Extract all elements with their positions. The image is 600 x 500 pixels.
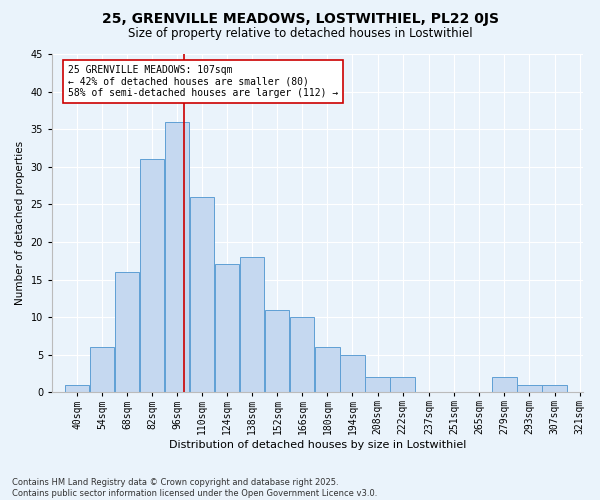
Text: 25, GRENVILLE MEADOWS, LOSTWITHIEL, PL22 0JS: 25, GRENVILLE MEADOWS, LOSTWITHIEL, PL22… xyxy=(101,12,499,26)
Bar xyxy=(391,377,415,392)
Y-axis label: Number of detached properties: Number of detached properties xyxy=(15,141,25,305)
Bar xyxy=(115,272,139,392)
Text: Size of property relative to detached houses in Lostwithiel: Size of property relative to detached ho… xyxy=(128,28,472,40)
Bar xyxy=(190,197,214,392)
Bar xyxy=(316,347,340,392)
Bar xyxy=(542,384,566,392)
Bar xyxy=(165,122,190,392)
Text: 25 GRENVILLE MEADOWS: 107sqm
← 42% of detached houses are smaller (80)
58% of se: 25 GRENVILLE MEADOWS: 107sqm ← 42% of de… xyxy=(68,66,338,98)
Bar xyxy=(517,384,542,392)
Bar xyxy=(493,377,517,392)
Text: Contains HM Land Registry data © Crown copyright and database right 2025.
Contai: Contains HM Land Registry data © Crown c… xyxy=(12,478,377,498)
Bar xyxy=(290,317,314,392)
Bar xyxy=(340,354,365,392)
Bar xyxy=(65,384,89,392)
Bar xyxy=(365,377,389,392)
Bar xyxy=(265,310,289,392)
Bar xyxy=(90,347,114,392)
Bar xyxy=(215,264,239,392)
X-axis label: Distribution of detached houses by size in Lostwithiel: Distribution of detached houses by size … xyxy=(169,440,466,450)
Bar xyxy=(240,257,265,392)
Bar xyxy=(140,159,164,392)
